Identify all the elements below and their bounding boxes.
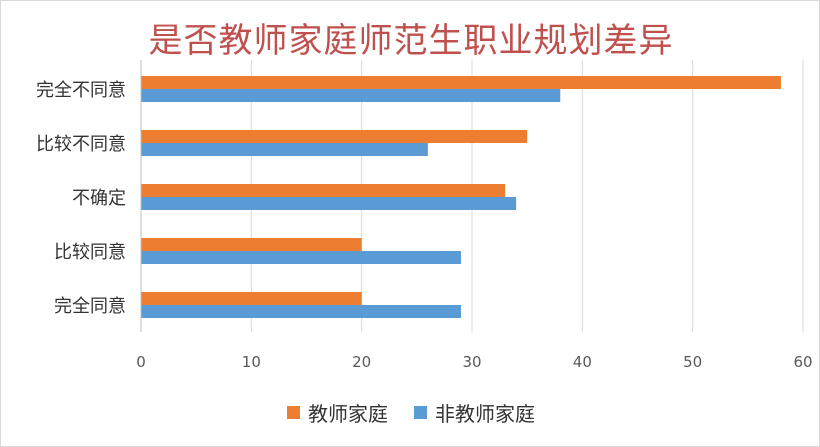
chart-legend: 教师家庭 非教师家庭 <box>1 397 819 427</box>
x-tick-label: 10 <box>242 353 261 371</box>
bar-teacher-family <box>141 76 781 89</box>
bar-teacher-family <box>141 238 362 251</box>
bar-teacher-family <box>141 292 362 305</box>
bar-teacher-family <box>141 184 506 197</box>
legend-item: 非教师家庭 <box>414 398 535 427</box>
category-label: 完全同意 <box>54 296 126 317</box>
x-tick-label: 0 <box>136 353 146 371</box>
legend-label: 非教师家庭 <box>435 401 535 426</box>
legend-swatch <box>287 405 300 419</box>
category-label: 比较同意 <box>54 242 126 263</box>
category-label: 不确定 <box>72 188 126 209</box>
category-label: 完全不同意 <box>36 80 126 101</box>
bar-non-teacher-family <box>141 143 428 156</box>
x-tick-label: 30 <box>462 353 481 371</box>
x-tick-label: 40 <box>573 353 592 371</box>
x-tick-label: 50 <box>683 353 702 371</box>
bar-non-teacher-family <box>141 89 561 102</box>
legend-label: 教师家庭 <box>308 401 388 426</box>
chart-title: 是否教师家庭师范生职业规划差异 <box>148 21 674 61</box>
bar-teacher-family <box>141 130 528 143</box>
category-label: 比较不同意 <box>36 134 126 155</box>
bar-non-teacher-family <box>141 305 461 318</box>
bar-non-teacher-family <box>141 197 517 210</box>
legend-swatch <box>414 405 427 419</box>
x-tick-label: 60 <box>793 353 812 371</box>
x-tick-label: 20 <box>352 353 371 371</box>
bar-non-teacher-family <box>141 251 461 264</box>
legend-item: 教师家庭 <box>287 398 388 427</box>
